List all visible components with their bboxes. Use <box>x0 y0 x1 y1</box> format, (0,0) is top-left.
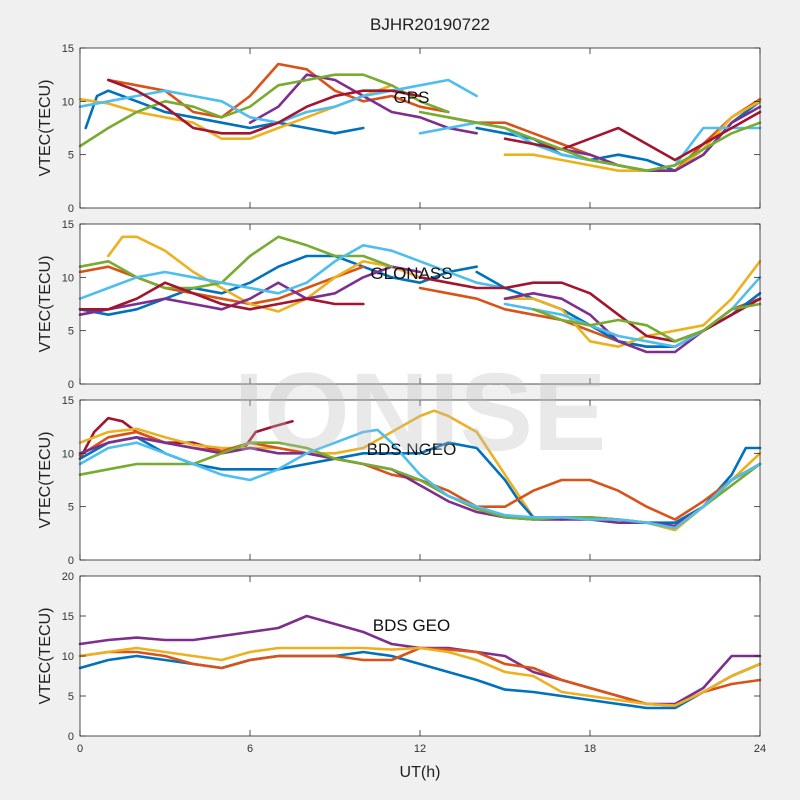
series-line-3 <box>78 646 762 707</box>
series-line-9 <box>503 260 762 348</box>
series-line-13 <box>418 110 762 172</box>
series-line-0 <box>84 89 365 135</box>
panel-annotation: GPS <box>394 88 430 107</box>
watermark: IONISE <box>234 351 607 474</box>
y-tick-label: 0 <box>68 379 74 391</box>
panel-3: 0 6 12 18 24 0 5 10 15 20 VTEC(TECU) BDS GEO <box>37 571 766 755</box>
y-axis-label: VTEC(TECU) <box>37 608 54 705</box>
series-line-9 <box>503 100 762 172</box>
x-tick-label: 0 <box>77 743 83 755</box>
x-tick-label: 12 <box>414 743 426 755</box>
series-line-13 <box>532 302 762 343</box>
series-line-0 <box>78 254 478 316</box>
y-tick-label: 10 <box>62 651 74 663</box>
series-line-4 <box>78 235 393 290</box>
y-tick-label: 15 <box>62 395 74 407</box>
y-tick-label: 10 <box>62 96 74 108</box>
y-tick-label: 0 <box>68 731 74 743</box>
y-tick-label: 5 <box>68 150 74 162</box>
series-line-6 <box>78 281 365 311</box>
y-tick-label: 10 <box>62 448 74 460</box>
y-tick-label: 15 <box>62 43 74 55</box>
y-tick-label: 10 <box>62 272 74 284</box>
y-axis-label: VTEC(TECU) <box>37 256 54 353</box>
x-tick-label: 6 <box>247 743 253 755</box>
series-line-6 <box>78 428 762 530</box>
y-tick-label: 0 <box>68 555 74 567</box>
panel-annotation: BDS NGEO <box>367 440 457 459</box>
panel-annotation: GLONASS <box>370 264 452 283</box>
plot-area <box>80 576 760 736</box>
x-tick-label: 24 <box>754 743 766 755</box>
panels-group: 0 5 10 15 VTEC(TECU) GPS 0 5 10 15 VTEC(TECU) GLONA… <box>37 43 766 755</box>
y-tick-label: 15 <box>62 219 74 231</box>
series-line-2 <box>78 436 762 524</box>
x-tick-label: 18 <box>584 743 596 755</box>
series-line-0 <box>78 416 294 460</box>
y-axis-label: VTEC(TECU) <box>37 432 54 529</box>
y-tick-label: 5 <box>68 691 74 703</box>
y-tick-label: 20 <box>62 571 74 583</box>
y-axis-label: VTEC(TECU) <box>37 80 54 177</box>
y-tick-label: 5 <box>68 326 74 338</box>
y-tick-label: 15 <box>62 611 74 623</box>
y-tick-label: 0 <box>68 203 74 215</box>
series-line-1 <box>78 265 365 306</box>
plot-area <box>80 48 760 208</box>
x-axis-label: UT(h) <box>400 764 441 781</box>
series-line-2 <box>107 235 422 313</box>
series-line-12 <box>503 110 762 162</box>
figure-title: BJHR20190722 <box>370 15 490 34</box>
series-line-3 <box>78 265 422 316</box>
y-tick-label: 5 <box>68 502 74 514</box>
series-line-6 <box>107 78 422 135</box>
panel-1: 0 5 10 15 VTEC(TECU) GLONASS <box>37 219 762 391</box>
panel-2: 0 5 10 15 VTEC(TECU) BDS NGEO <box>37 395 762 567</box>
series-line-5 <box>78 244 507 300</box>
panel-annotation: BDS GEO <box>373 616 450 635</box>
series-line-4 <box>78 73 450 148</box>
panel-0: 0 5 10 15 VTEC(TECU) GPS <box>37 43 762 215</box>
